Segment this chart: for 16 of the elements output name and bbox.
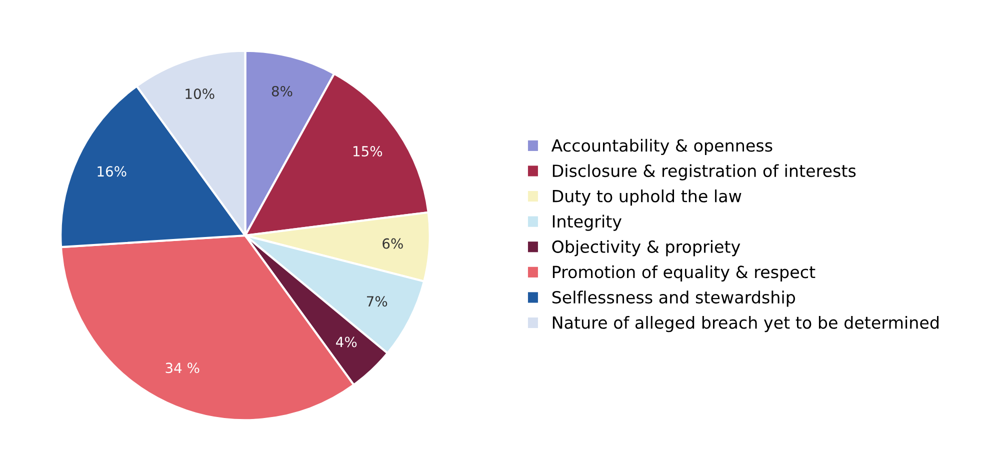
legend-label: Objectivity & propriety [552, 240, 740, 256]
data-label: 7% [366, 296, 388, 307]
legend-label: Disclosure & registration of interests [552, 164, 856, 180]
data-label: 15% [354, 146, 382, 157]
data-label: 6% [382, 238, 403, 249]
legend-label: Integrity [552, 214, 622, 231]
legend-label: Accountability & openness [551, 138, 772, 156]
data-label: 16% [98, 166, 126, 177]
data-label: 8% [272, 86, 292, 96]
legend-label: Selflessness and stewardship [552, 290, 796, 307]
legend-label: Nature of alleged breach yet to be determined [552, 316, 938, 332]
data-label: 10% [186, 88, 214, 100]
data-label: 4% [336, 336, 357, 348]
legend-label: Promotion of equality & respect [552, 265, 816, 282]
data-label: 34 % [166, 362, 200, 374]
legend-label: Duty to uphold the law [552, 189, 742, 206]
